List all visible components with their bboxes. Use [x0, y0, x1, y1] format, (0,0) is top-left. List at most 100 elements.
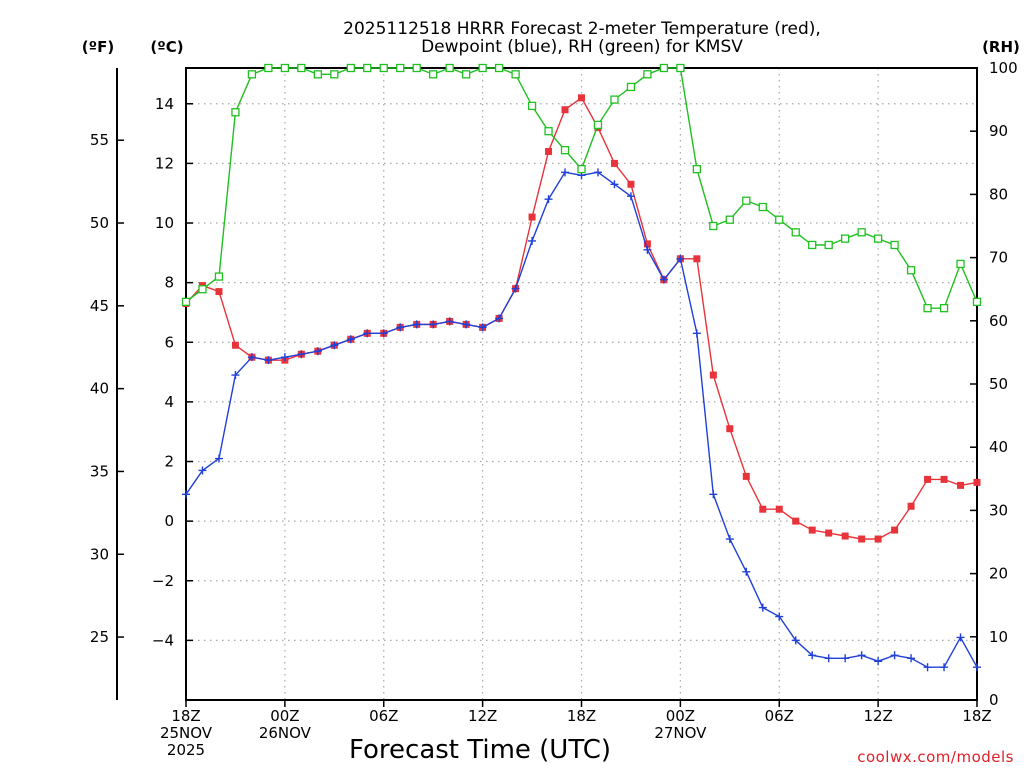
- celsius-tick-label: 0: [164, 512, 174, 530]
- fahrenheit-tick-label: 45: [90, 297, 109, 315]
- series-2-meter-temperature: [182, 94, 981, 543]
- data-point: [231, 108, 240, 117]
- data-point: [363, 63, 372, 73]
- celsius-tick-label: −2: [152, 572, 174, 590]
- data-point: [972, 297, 982, 306]
- data-point: [214, 272, 224, 281]
- chart-title-line-1: 2025112518 HRRR Forecast 2-meter Tempera…: [343, 19, 821, 39]
- data-point: [791, 636, 800, 645]
- data-point: [808, 526, 816, 534]
- rh-tick-label: 90: [989, 122, 1008, 140]
- data-point: [610, 95, 619, 104]
- data-point: [561, 168, 570, 177]
- data-point: [973, 663, 981, 672]
- data-point: [577, 164, 586, 174]
- rh-tick-label: 60: [989, 312, 1008, 330]
- chart-title-line-2: Dewpoint (blue), RH (green) for KMSV: [421, 37, 743, 57]
- time-tick-label-line: 12Z: [863, 707, 892, 725]
- time-tick-label-line: 26NOV: [259, 724, 312, 742]
- data-point: [313, 70, 322, 79]
- data-point: [939, 304, 949, 313]
- data-point: [593, 120, 603, 130]
- data-point: [709, 371, 717, 379]
- rh-tick-label: 30: [989, 501, 1008, 519]
- time-tick-label: 06Z: [765, 707, 794, 725]
- data-point: [742, 567, 751, 576]
- data-point: [528, 236, 537, 245]
- celsius-tick-label: 2: [164, 453, 174, 471]
- data-point: [561, 106, 569, 114]
- rh-tick-label: 80: [989, 185, 1008, 203]
- data-point: [791, 228, 800, 237]
- celsius-tick-label: 14: [155, 95, 174, 113]
- data-point: [874, 657, 883, 666]
- data-point: [824, 240, 833, 250]
- data-point: [264, 356, 273, 365]
- rh-tick-label: 40: [989, 438, 1008, 456]
- data-point: [264, 63, 273, 73]
- fahrenheit-unit-label: (ºF): [82, 38, 114, 56]
- time-tick-label: 18Z: [567, 707, 596, 725]
- data-point: [198, 466, 207, 475]
- rh-tick-label: 100: [989, 59, 1018, 77]
- data-point: [346, 335, 355, 344]
- data-point: [841, 234, 850, 243]
- data-point: [693, 255, 701, 263]
- data-point: [181, 297, 191, 306]
- data-point: [940, 475, 948, 483]
- data-point: [956, 259, 965, 269]
- data-point: [346, 63, 355, 73]
- celsius-tick-label: 6: [164, 333, 174, 351]
- data-point: [478, 323, 487, 332]
- data-point: [412, 63, 421, 73]
- grid-lines: [186, 68, 977, 700]
- rh-tick-label: 50: [989, 375, 1008, 393]
- celsius-tick-label: 8: [164, 274, 174, 292]
- data-point: [923, 304, 932, 313]
- data-point: [578, 94, 585, 102]
- celsius-tick-label: 10: [155, 214, 174, 232]
- rh-tick-label: 10: [989, 628, 1008, 646]
- rh-unit-label: (RH): [982, 38, 1020, 56]
- rh-tick-label: 70: [989, 249, 1008, 267]
- time-tick-label-line: 00Z: [270, 707, 299, 725]
- data-point: [215, 288, 223, 296]
- data-point: [478, 63, 487, 73]
- data-point: [511, 284, 520, 293]
- data-point: [758, 603, 767, 612]
- data-point: [725, 215, 734, 224]
- data-point: [759, 505, 767, 513]
- celsius-tick-label: 12: [155, 154, 174, 172]
- data-point: [494, 63, 504, 73]
- time-tick-label-line: 06Z: [765, 707, 794, 725]
- data-point: [956, 633, 965, 642]
- celsius-unit-label: (ºC): [150, 38, 183, 56]
- data-point: [907, 654, 916, 663]
- data-point: [610, 180, 619, 189]
- data-point: [231, 371, 240, 380]
- time-tick-label: 12Z: [468, 707, 497, 725]
- data-point: [775, 215, 784, 224]
- data-point: [297, 350, 306, 359]
- data-point: [676, 254, 685, 263]
- celsius-axis: −4 −2 0 2 4 6 8 10 12 14: [152, 95, 193, 649]
- data-point: [890, 651, 899, 660]
- data-point: [528, 213, 536, 221]
- data-point: [709, 221, 718, 231]
- fahrenheit-tick-label: 30: [90, 545, 109, 563]
- time-tick-label-line: 2025: [167, 741, 205, 759]
- celsius-tick-label: 4: [164, 393, 174, 411]
- data-point: [906, 266, 916, 275]
- data-point: [626, 192, 635, 201]
- data-point: [742, 196, 751, 205]
- data-point: [412, 320, 421, 329]
- data-point: [214, 454, 223, 463]
- data-point: [445, 317, 454, 326]
- data-point: [808, 651, 817, 660]
- data-point: [280, 63, 290, 73]
- data-point: [726, 425, 734, 433]
- series-rh: [181, 63, 982, 313]
- fahrenheit-axis: 25 30 35 40 45 50 55: [90, 131, 124, 646]
- data-point: [396, 323, 405, 332]
